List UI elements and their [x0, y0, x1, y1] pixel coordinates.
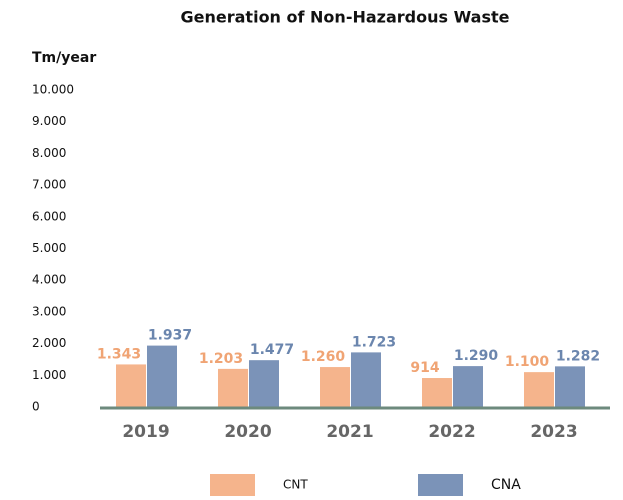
bar	[351, 352, 381, 407]
value-label: 1.290	[454, 348, 499, 364]
y-tick-label: 10.000	[32, 83, 74, 97]
bar	[524, 372, 554, 407]
x-tick-label: 2019	[122, 422, 169, 442]
y-tick-label: 3.000	[32, 304, 66, 318]
y-tick-label: 2.000	[32, 336, 66, 350]
value-label: 914	[410, 360, 439, 376]
x-tick-label: 2021	[326, 422, 373, 442]
bar	[116, 364, 146, 407]
y-tick-label: 7.000	[32, 178, 66, 192]
legend-label: CNA	[491, 477, 521, 493]
legend-label: CNT	[283, 478, 308, 492]
value-label: 1.100	[505, 354, 550, 370]
y-tick-label: 9.000	[32, 114, 66, 128]
y-tick-label: 6.000	[32, 209, 66, 223]
chart-title: Generation of Non-Hazardous Waste	[181, 8, 510, 27]
y-tick-label: 5.000	[32, 241, 66, 255]
value-label: 1.282	[556, 348, 600, 364]
x-tick-label: 2023	[530, 422, 577, 442]
x-tick-label: 2022	[428, 422, 475, 442]
bar	[555, 366, 585, 407]
bar	[422, 378, 452, 407]
value-label: 1.477	[250, 342, 294, 358]
value-label: 1.203	[199, 351, 243, 367]
legend-swatch	[210, 474, 255, 496]
value-label: 1.343	[97, 346, 141, 362]
legend-swatch	[418, 474, 463, 496]
y-axis-label: Tm/year	[32, 50, 96, 66]
value-label: 1.937	[148, 328, 192, 344]
value-label: 1.723	[352, 334, 396, 350]
x-tick-label: 2020	[224, 422, 271, 442]
bar	[453, 366, 483, 407]
y-tick-label: 8.000	[32, 146, 66, 160]
bar	[147, 345, 177, 407]
bar	[218, 368, 248, 407]
y-tick-label: 1.000	[32, 368, 66, 382]
y-tick-label: 4.000	[32, 273, 66, 287]
y-tick-label: 0	[32, 400, 40, 414]
bar	[320, 367, 350, 407]
value-label: 1.260	[301, 349, 346, 365]
bar	[249, 360, 279, 407]
